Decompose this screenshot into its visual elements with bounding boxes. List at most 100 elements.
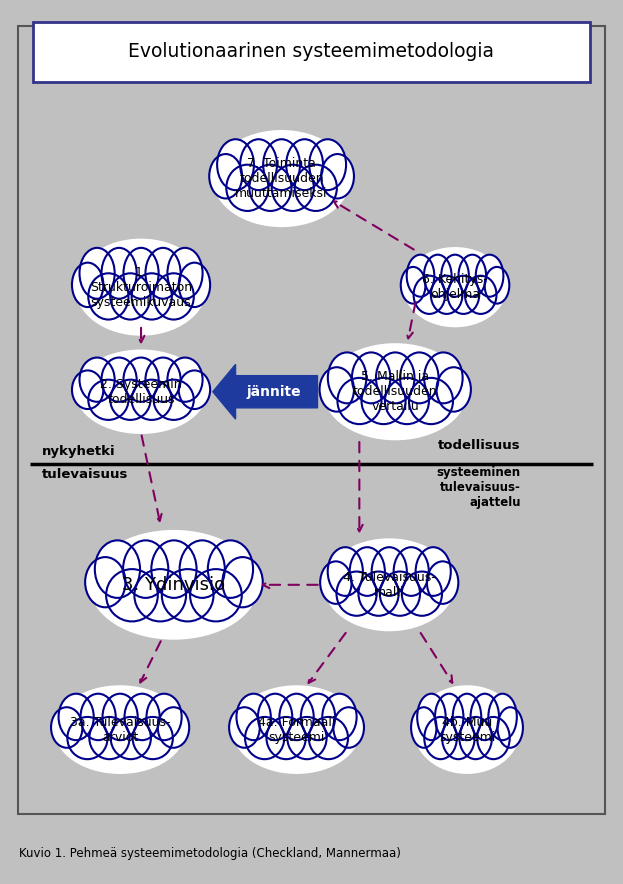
Ellipse shape bbox=[226, 164, 269, 211]
Ellipse shape bbox=[336, 572, 377, 616]
Ellipse shape bbox=[488, 694, 517, 740]
Ellipse shape bbox=[361, 377, 406, 424]
Ellipse shape bbox=[67, 717, 108, 759]
Ellipse shape bbox=[89, 717, 130, 759]
Ellipse shape bbox=[459, 255, 486, 297]
Ellipse shape bbox=[72, 263, 103, 307]
Ellipse shape bbox=[407, 255, 434, 297]
Ellipse shape bbox=[320, 561, 351, 604]
Ellipse shape bbox=[417, 694, 445, 740]
Ellipse shape bbox=[59, 694, 93, 740]
Ellipse shape bbox=[453, 694, 481, 740]
Text: 3. Ydinvisio: 3. Ydinvisio bbox=[122, 575, 226, 594]
Ellipse shape bbox=[72, 370, 103, 409]
Text: 5. Mallin ja
todellisuuden
vertailu: 5. Mallin ja todellisuuden vertailu bbox=[353, 370, 437, 413]
Ellipse shape bbox=[442, 717, 475, 759]
Ellipse shape bbox=[51, 707, 82, 748]
Ellipse shape bbox=[151, 540, 196, 598]
Ellipse shape bbox=[75, 239, 207, 336]
Ellipse shape bbox=[123, 540, 168, 598]
Ellipse shape bbox=[385, 377, 429, 424]
Ellipse shape bbox=[179, 540, 225, 598]
Ellipse shape bbox=[179, 263, 210, 307]
Ellipse shape bbox=[131, 273, 172, 319]
Ellipse shape bbox=[402, 572, 442, 616]
Ellipse shape bbox=[328, 353, 366, 403]
Text: nykyhetki: nykyhetki bbox=[42, 445, 116, 458]
Ellipse shape bbox=[321, 154, 354, 198]
Text: tulevaisuus: tulevaisuus bbox=[42, 469, 129, 481]
Ellipse shape bbox=[416, 547, 451, 596]
Text: Evolutionaarinen systeemimetodologia: Evolutionaarinen systeemimetodologia bbox=[128, 42, 495, 61]
Ellipse shape bbox=[476, 255, 503, 297]
Ellipse shape bbox=[448, 276, 479, 314]
Ellipse shape bbox=[102, 357, 136, 402]
Ellipse shape bbox=[95, 540, 140, 598]
Ellipse shape bbox=[123, 248, 159, 299]
Ellipse shape bbox=[110, 273, 151, 319]
Ellipse shape bbox=[212, 130, 351, 227]
Ellipse shape bbox=[145, 357, 181, 402]
Ellipse shape bbox=[358, 572, 399, 616]
Ellipse shape bbox=[217, 140, 254, 190]
Ellipse shape bbox=[400, 353, 439, 403]
Ellipse shape bbox=[459, 717, 492, 759]
Ellipse shape bbox=[267, 717, 306, 759]
Ellipse shape bbox=[168, 248, 202, 299]
Ellipse shape bbox=[403, 247, 507, 327]
Ellipse shape bbox=[80, 694, 116, 740]
Text: 1.
Strukturoimaton
systeemikuvaus: 1. Strukturoimaton systeemikuvaus bbox=[90, 266, 192, 309]
Text: 3a. Tulevaisuus-
arviot: 3a. Tulevaisuus- arviot bbox=[70, 716, 170, 743]
Ellipse shape bbox=[208, 540, 253, 598]
Ellipse shape bbox=[441, 255, 469, 297]
Ellipse shape bbox=[394, 547, 429, 596]
Text: 4a. Formaali
systeemi: 4a. Formaali systeemi bbox=[258, 716, 335, 743]
Ellipse shape bbox=[414, 685, 520, 774]
Ellipse shape bbox=[263, 140, 300, 190]
Ellipse shape bbox=[350, 547, 385, 596]
Text: 4b. Muu
systeemi: 4b. Muu systeemi bbox=[439, 716, 495, 743]
Ellipse shape bbox=[320, 367, 354, 412]
Ellipse shape bbox=[125, 694, 159, 740]
Ellipse shape bbox=[85, 557, 125, 607]
Text: 7. Toiminta
todellisuuden
muuttamiseksi: 7. Toiminta todellisuuden muuttamiseksi bbox=[235, 157, 328, 200]
Text: 6. Kehitys-
ohjelma: 6. Kehitys- ohjelma bbox=[422, 273, 488, 301]
Ellipse shape bbox=[222, 557, 263, 607]
Ellipse shape bbox=[89, 530, 259, 640]
Ellipse shape bbox=[411, 707, 437, 748]
Ellipse shape bbox=[110, 380, 151, 420]
Ellipse shape bbox=[301, 694, 335, 740]
FancyBboxPatch shape bbox=[34, 22, 589, 82]
Ellipse shape bbox=[179, 370, 210, 409]
Ellipse shape bbox=[409, 377, 453, 424]
Ellipse shape bbox=[295, 164, 337, 211]
Ellipse shape bbox=[424, 717, 457, 759]
Ellipse shape bbox=[245, 717, 284, 759]
Ellipse shape bbox=[80, 248, 115, 299]
Ellipse shape bbox=[424, 255, 452, 297]
Ellipse shape bbox=[154, 380, 194, 420]
Ellipse shape bbox=[485, 267, 510, 303]
Ellipse shape bbox=[158, 707, 189, 748]
Ellipse shape bbox=[309, 717, 348, 759]
Ellipse shape bbox=[279, 694, 314, 740]
Ellipse shape bbox=[88, 273, 128, 319]
Ellipse shape bbox=[372, 547, 407, 596]
Ellipse shape bbox=[111, 717, 151, 759]
Ellipse shape bbox=[229, 707, 260, 748]
Ellipse shape bbox=[237, 694, 271, 740]
Ellipse shape bbox=[352, 353, 391, 403]
Text: todellisuus: todellisuus bbox=[438, 439, 521, 452]
FancyArrow shape bbox=[213, 364, 318, 419]
Ellipse shape bbox=[286, 140, 323, 190]
Ellipse shape bbox=[435, 694, 464, 740]
Ellipse shape bbox=[131, 380, 172, 420]
Ellipse shape bbox=[103, 694, 138, 740]
Ellipse shape bbox=[249, 164, 292, 211]
Ellipse shape bbox=[232, 685, 361, 774]
Text: Kuvio 1. Pehmeä systeemimetodologia (Checkland, Mannermaa): Kuvio 1. Pehmeä systeemimetodologia (Che… bbox=[19, 847, 401, 859]
Ellipse shape bbox=[338, 377, 381, 424]
Ellipse shape bbox=[209, 154, 242, 198]
Ellipse shape bbox=[106, 569, 158, 621]
Ellipse shape bbox=[135, 569, 186, 621]
